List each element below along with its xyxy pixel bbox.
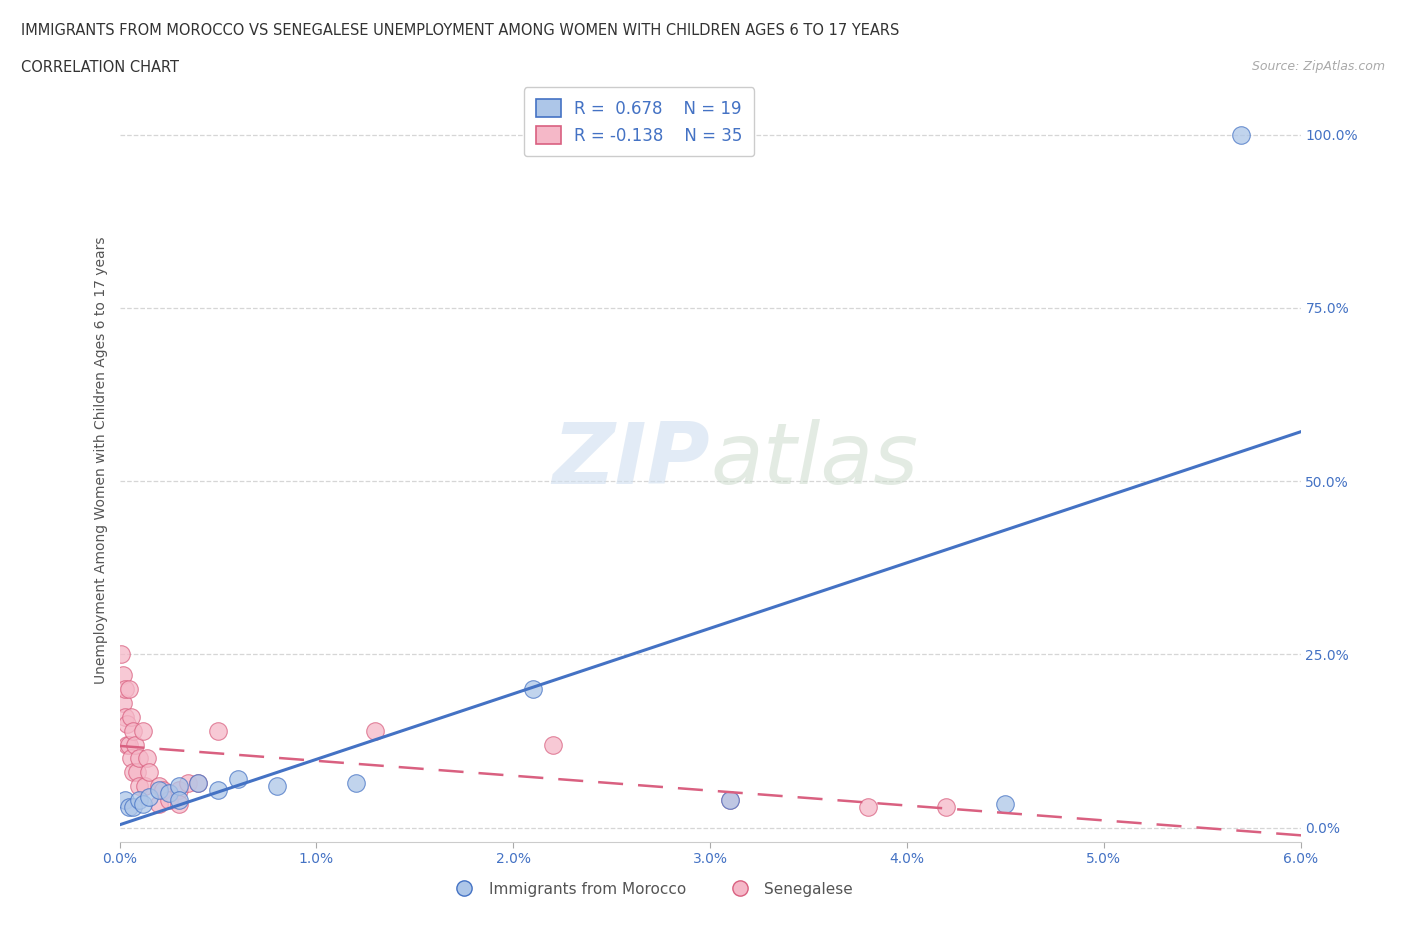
Point [118, 800, 141, 815]
Point [127, 764, 149, 779]
Text: IMMIGRANTS FROM MOROCCO VS SENEGALESE UNEMPLOYMENT AMONG WOMEN WITH CHILDREN AGE: IMMIGRANTS FROM MOROCCO VS SENEGALESE UN… [21, 23, 900, 38]
Point [118, 682, 141, 697]
Point [118, 737, 141, 752]
Legend: Immigrants from Morocco, Senegalese: Immigrants from Morocco, Senegalese [443, 875, 859, 903]
Point [120, 710, 142, 724]
Point [157, 786, 180, 801]
Point [114, 710, 136, 724]
Point [226, 772, 249, 787]
Point [718, 792, 741, 807]
Point [120, 751, 142, 766]
Point [522, 682, 544, 697]
Point [128, 751, 150, 766]
Point [122, 764, 145, 779]
Point [124, 737, 146, 752]
Point [718, 792, 741, 807]
Point [148, 796, 170, 811]
Text: Source: ZipAtlas.com: Source: ZipAtlas.com [1251, 60, 1385, 73]
Point [364, 724, 387, 738]
Point [138, 790, 160, 804]
Point [128, 778, 150, 793]
Point [152, 782, 174, 797]
Point [266, 778, 288, 793]
Point [136, 751, 159, 766]
Point [207, 782, 229, 797]
Point [110, 647, 132, 662]
Point [187, 776, 209, 790]
Point [117, 737, 139, 752]
Text: CORRELATION CHART: CORRELATION CHART [21, 60, 179, 75]
Point [122, 800, 145, 815]
Point [132, 796, 155, 811]
Point [167, 796, 190, 811]
Point [856, 800, 879, 815]
Point [167, 778, 190, 793]
Point [112, 696, 135, 711]
Point [207, 724, 229, 738]
Point [187, 776, 209, 790]
Y-axis label: Unemployment Among Women with Children Ages 6 to 17 years: Unemployment Among Women with Children A… [94, 236, 108, 684]
Point [344, 776, 367, 790]
Point [148, 782, 170, 797]
Point [167, 792, 190, 807]
Point [117, 716, 139, 731]
Point [132, 724, 155, 738]
Point [114, 682, 136, 697]
Point [148, 778, 170, 793]
Point [935, 800, 957, 815]
Point [122, 724, 145, 738]
Point [157, 792, 180, 807]
Point [177, 776, 200, 790]
Text: atlas: atlas [710, 418, 918, 502]
Point [1230, 127, 1253, 142]
Point [541, 737, 564, 752]
Point [994, 796, 1017, 811]
Point [112, 668, 135, 683]
Point [134, 778, 156, 793]
Point [114, 792, 136, 807]
Point [167, 782, 190, 797]
Point [128, 792, 150, 807]
Point [138, 764, 160, 779]
Text: ZIP: ZIP [553, 418, 710, 502]
